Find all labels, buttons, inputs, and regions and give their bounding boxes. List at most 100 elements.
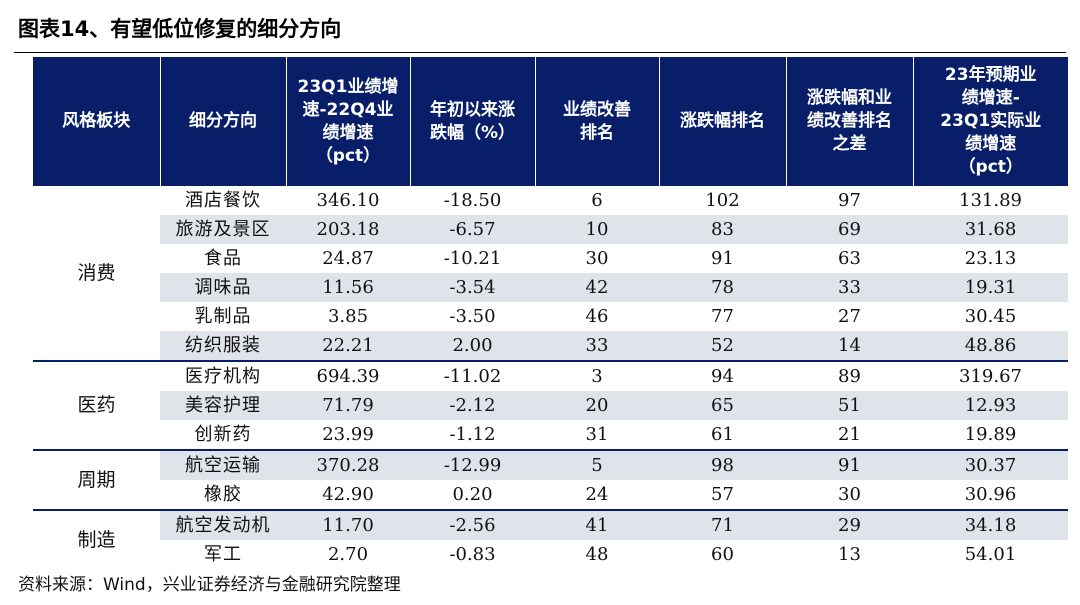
value-cell: 57 bbox=[659, 480, 786, 511]
chart-title: 图表14、有望低位修复的细分方向 bbox=[18, 17, 342, 41]
value-cell: 24.87 bbox=[322, 248, 374, 269]
value-cell: 19.89 bbox=[913, 420, 1068, 451]
column-header-1: 细分方向 bbox=[160, 57, 287, 186]
sector-cell: 制造 bbox=[33, 510, 160, 569]
value-cell: 69 bbox=[786, 215, 913, 244]
value-cell: 61 bbox=[659, 420, 786, 451]
value-cell: 30 bbox=[786, 480, 913, 511]
column-header-0: 风格板块 bbox=[33, 57, 161, 186]
column-header-line: 排名 bbox=[580, 122, 614, 143]
value-cell: 131.89 bbox=[959, 190, 1022, 211]
value-cell: 52 bbox=[659, 331, 786, 362]
title-divider bbox=[14, 52, 1066, 53]
value-cell: 71.79 bbox=[286, 391, 410, 420]
value-cell: 65 bbox=[659, 391, 786, 420]
subsector-cell: 酒店餐饮 bbox=[185, 190, 261, 211]
value-cell: 78 bbox=[659, 273, 786, 302]
value-cell: 97 bbox=[838, 190, 861, 211]
value-cell: 63 bbox=[838, 248, 861, 269]
value-cell: 30.45 bbox=[964, 306, 1017, 327]
column-header-4: 业绩改善 排名 bbox=[535, 57, 660, 186]
column-header-6: 涨跌幅和业绩改善排名之差 bbox=[786, 57, 914, 186]
column-header-line: 跌幅（%） bbox=[429, 122, 516, 143]
value-cell: -12.99 bbox=[410, 450, 535, 480]
value-cell: 48 bbox=[585, 544, 609, 565]
subsector-cell: 美容护理 bbox=[160, 391, 286, 420]
value-cell: 346.10 bbox=[316, 190, 380, 211]
value-cell: 22.21 bbox=[286, 331, 410, 362]
column-header-line: 绩增速 bbox=[965, 134, 1017, 154]
table-row: 制造 航空发动机 11.70 -2.56 41 71 29 34.18 bbox=[33, 510, 1068, 569]
value-cell: -2.12 bbox=[410, 391, 535, 420]
column-header-2: 23Q1业绩增 速-22Q4业 绩增速 （pct） bbox=[286, 57, 411, 186]
value-cell: -10.21 bbox=[443, 248, 502, 269]
value-cell: 20 bbox=[535, 391, 659, 420]
value-cell: 33 bbox=[535, 331, 659, 362]
subsector-cell: 乳制品 bbox=[194, 306, 252, 327]
value-cell: 91 bbox=[786, 450, 913, 480]
value-cell: 94 bbox=[711, 366, 734, 387]
table-header-row: 风格板块 细分方向 23Q1业绩增 速-22Q4业 绩增速 （pct） 年初以来涨 跌幅（%）… bbox=[33, 57, 1068, 186]
value-cell: 12.93 bbox=[913, 391, 1068, 420]
value-cell: 33 bbox=[786, 273, 913, 302]
subsector-cell: 创新药 bbox=[160, 420, 286, 451]
subsector-cell: 调味品 bbox=[160, 273, 286, 302]
column-header-line: （pct） bbox=[315, 145, 381, 166]
sector-cell: 医药 bbox=[33, 361, 160, 451]
value-cell: 11.70 bbox=[286, 510, 410, 540]
value-cell: 51 bbox=[786, 391, 913, 420]
column-header-line: 涨跌幅排名 bbox=[680, 111, 765, 131]
subsector-cell: 军工 bbox=[204, 544, 242, 565]
subsector-cell: 旅游及景区 bbox=[160, 215, 286, 244]
value-cell: 83 bbox=[659, 215, 786, 244]
value-cell: 77 bbox=[711, 306, 734, 327]
value-cell: -0.83 bbox=[449, 544, 496, 565]
column-header-line: 之差 bbox=[832, 134, 867, 154]
value-cell: -3.54 bbox=[410, 273, 535, 302]
value-cell: 48.86 bbox=[913, 331, 1068, 362]
column-header-line: 绩增速- bbox=[961, 88, 1020, 108]
table-body: 消费 酒店餐饮 346.10 -18.50 6 102 97 131.89 旅游及景区 203.1… bbox=[33, 186, 1068, 569]
column-header-5: 涨跌幅排名 bbox=[659, 57, 787, 186]
value-cell: 203.18 bbox=[286, 215, 410, 244]
source-note: 资料来源：Wind，兴业证券经济与金融研究院整理 bbox=[18, 575, 401, 595]
sector-cell: 周期 bbox=[33, 450, 160, 511]
value-cell: 21 bbox=[786, 420, 913, 451]
column-header-3: 年初以来涨 跌幅（%） bbox=[410, 57, 536, 186]
table-row: 医药 医疗机构 694.39 -11.02 3 94 89 319.67 bbox=[33, 361, 1068, 451]
value-cell: 370.28 bbox=[286, 450, 410, 480]
value-cell: 0.20 bbox=[410, 480, 535, 511]
value-cell: 71 bbox=[659, 510, 786, 540]
value-cell: 30.37 bbox=[913, 450, 1068, 480]
column-header-7: 23年预期业 绩增速- 23Q1实际业 绩增速 （pct） bbox=[913, 57, 1068, 186]
column-header-line: 绩改善排名 bbox=[807, 111, 892, 131]
column-header-line: 涨跌幅和业 bbox=[807, 88, 892, 108]
column-header-line: 速-22Q4业 bbox=[302, 99, 394, 120]
table-row: 调味品 11.56 -3.54 42 78 33 19.31 bbox=[33, 273, 1068, 302]
column-header-line: 业绩改善 bbox=[563, 99, 631, 120]
value-cell: 19.31 bbox=[913, 273, 1068, 302]
value-cell: 319.67 bbox=[959, 366, 1022, 387]
value-cell: 24 bbox=[535, 480, 659, 511]
value-cell: -3.50 bbox=[449, 306, 496, 327]
value-cell: 694.39 bbox=[316, 366, 380, 387]
value-cell: 11.56 bbox=[286, 273, 410, 302]
subsector-cell: 医疗机构 bbox=[185, 366, 261, 387]
column-header-line: 23Q1实际业 bbox=[940, 111, 1042, 131]
value-cell: 14 bbox=[786, 331, 913, 362]
table-row: 消费 酒店餐饮 346.10 -18.50 6 102 97 131.89 bbox=[33, 186, 1068, 362]
value-cell: -18.50 bbox=[443, 190, 502, 211]
value-cell: 98 bbox=[659, 450, 786, 480]
column-header-line: 23年预期业 bbox=[944, 65, 1037, 85]
value-cell: -11.02 bbox=[443, 366, 502, 387]
value-cell: 102 bbox=[705, 190, 740, 211]
value-cell: 2.00 bbox=[410, 331, 535, 362]
value-cell: 30.96 bbox=[913, 480, 1068, 511]
value-cell: 41 bbox=[535, 510, 659, 540]
value-cell: 42.90 bbox=[286, 480, 410, 511]
value-cell: 3.85 bbox=[327, 306, 369, 327]
subsector-cell: 航空发动机 bbox=[160, 510, 286, 540]
subsector-cell: 航空运输 bbox=[160, 450, 286, 480]
sector-cell: 消费 bbox=[33, 186, 160, 362]
subsector-cell: 橡胶 bbox=[160, 480, 286, 511]
